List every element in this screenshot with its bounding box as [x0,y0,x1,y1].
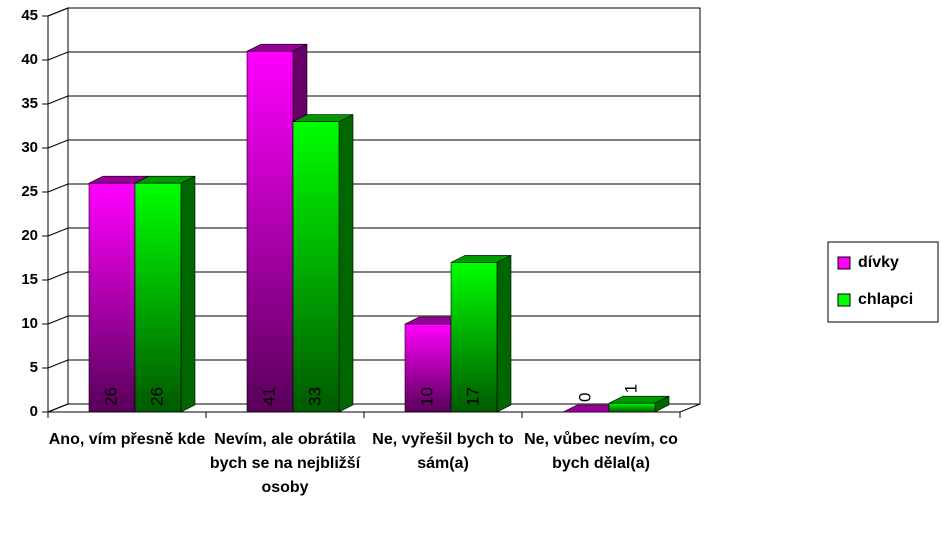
bar-side [496,254,512,413]
y-tick-label: 5 [30,359,38,376]
grid-line [47,227,700,237]
data-label: 0 [575,393,594,402]
bar [450,254,512,413]
data-label: 41 [259,387,278,406]
x-tick-label: Nevím, ale obrátila bych se na nejbližší… [209,431,361,496]
grid-line [47,95,700,105]
bar-side [338,114,354,413]
x-tick-label: Ne, vůbec nevím, co bych dělal(a) [524,431,678,472]
y-tick-label: 0 [30,403,38,420]
data-label: 10 [417,387,436,406]
data-label: 17 [463,387,482,406]
data-label: 26 [101,387,120,406]
x-tick-label: Ano, vím přesně kde [48,431,206,448]
y-tick-label: 45 [21,7,38,24]
legend-label: dívky [858,254,899,271]
y-tick-label: 40 [21,51,38,68]
y-tick-label: 20 [21,227,38,244]
bar [292,114,354,413]
y-tick-label: 25 [21,183,38,200]
y-tick-label: 35 [21,95,38,112]
bar [134,175,196,413]
bar [608,395,670,413]
data-label: 26 [147,387,166,406]
bar-side [180,175,196,413]
grid-line [47,51,700,61]
grid-line [47,139,700,149]
bar-front [88,182,136,413]
data-label: 1 [621,384,640,393]
data-label: 33 [305,387,324,406]
y-tick-label: 30 [21,139,38,156]
grid-line [47,183,700,193]
bar-front [450,262,498,413]
legend-swatch [837,256,851,270]
bar-front [134,182,182,413]
legend-swatch [837,293,851,307]
side-wall [47,7,69,413]
y-tick-label: 10 [21,315,38,332]
bar-front [608,402,656,413]
legend-label: chlapci [858,291,913,308]
bar-front [292,121,340,413]
legend-box [827,241,939,323]
grid-line [47,7,700,17]
x-tick-label: Ne, vyřešil bych to sám(a) [372,431,514,472]
bar-front [246,50,294,413]
y-tick-label: 15 [21,271,38,288]
